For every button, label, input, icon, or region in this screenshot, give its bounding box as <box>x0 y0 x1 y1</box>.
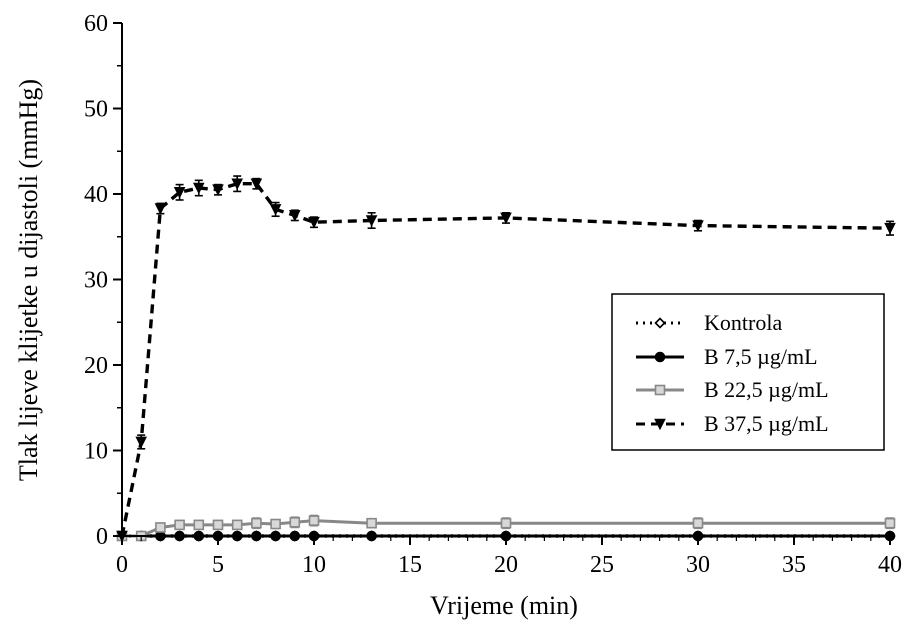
data-point <box>654 317 666 329</box>
legend-item-b-37-5: B 37,5 µg/mL <box>636 411 829 436</box>
x-tick-label: 30 <box>686 552 710 578</box>
x-tick-label: 25 <box>590 552 614 578</box>
data-point <box>270 518 281 530</box>
x-tick-label: 20 <box>494 552 518 578</box>
data-point <box>212 184 224 197</box>
legend-label: B 22,5 µg/mL <box>704 377 829 402</box>
axes: 0 10 20 30 40 50 60 0 5 10 15 20 25 30 35 40 <box>84 11 902 578</box>
legend-swatch <box>636 384 684 396</box>
data-point <box>884 517 896 529</box>
data-point <box>654 418 666 431</box>
legend-swatch <box>636 351 684 363</box>
legend-swatch <box>636 317 684 329</box>
legend-item-b-22-5: B 22,5 µg/mL <box>636 377 829 402</box>
legend: Kontrola B 7,5 µg/mL B 22,5 µg/mL B 37,5… <box>611 293 885 451</box>
x-tick-label: 35 <box>782 552 806 578</box>
data-point <box>884 222 896 235</box>
x-tick-label: 0 <box>116 552 128 578</box>
data-point <box>308 515 320 526</box>
y-tick-label: 0 <box>96 524 108 550</box>
x-tick-label: 5 <box>212 552 224 578</box>
y-tick-label: 40 <box>84 182 108 208</box>
data-point <box>231 519 243 531</box>
data-point <box>500 212 512 225</box>
y-tick-label: 60 <box>84 11 108 37</box>
legend-label: B 7,5 µg/mL <box>704 344 818 369</box>
y-tick-label: 50 <box>84 97 108 123</box>
data-point <box>173 186 186 199</box>
series-3 <box>116 175 896 543</box>
y-tick-label: 10 <box>84 439 108 465</box>
legend-label: B 37,5 µg/mL <box>704 411 829 436</box>
x-tick-label: 40 <box>878 552 902 578</box>
data-point <box>692 220 704 232</box>
x-axis-title: Vrijeme (min) <box>430 591 578 620</box>
data-point <box>250 178 263 191</box>
legend-item-kontrola: Kontrola <box>636 310 782 335</box>
data-point <box>193 519 205 531</box>
y-axis-title: Tlak lijeve klijetke u dijastoli (mmHg) <box>14 79 43 481</box>
data-point <box>135 436 147 449</box>
data-point <box>174 519 185 531</box>
data-point <box>289 517 301 528</box>
data-point <box>654 351 666 363</box>
data-point <box>308 216 320 229</box>
data-point <box>365 215 378 227</box>
data-point <box>269 204 282 216</box>
y-tick-label: 30 <box>84 268 108 294</box>
data-point <box>251 517 262 529</box>
legend-item-b-7-5: B 7,5 µg/mL <box>636 344 818 369</box>
data-point <box>654 384 666 396</box>
data-point <box>154 203 167 215</box>
data-point <box>155 522 166 533</box>
y-tick-label: 20 <box>84 353 108 379</box>
data-point <box>231 178 243 191</box>
data-point <box>500 517 512 529</box>
x-tick-label: 10 <box>302 552 326 578</box>
data-point <box>212 519 224 531</box>
x-tick-label: 15 <box>398 552 422 578</box>
series-line <box>120 181 891 537</box>
data-point <box>193 182 205 195</box>
legend-label: Kontrola <box>704 310 782 335</box>
legend-swatch <box>636 418 684 431</box>
data-point <box>366 517 377 529</box>
data-point <box>289 210 301 222</box>
data-point <box>692 517 704 529</box>
